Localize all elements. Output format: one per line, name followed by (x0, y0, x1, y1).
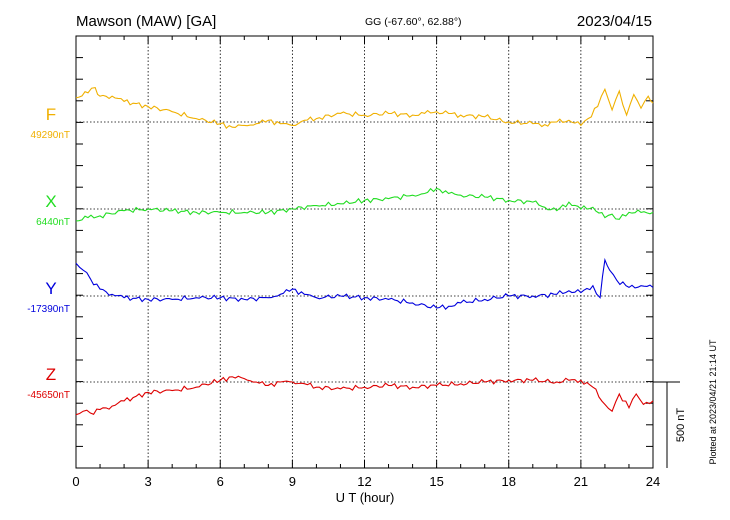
series-line-Z (75, 375, 654, 416)
x-tick-label: 12 (357, 474, 371, 489)
coordinates-label: GG (-67.60°, 62.88°) (365, 16, 462, 28)
x-tick-label: 15 (429, 474, 443, 489)
plot-timestamp-note: Plotted at 2023/04/21 21:14 UT (708, 339, 718, 465)
series-baseline-F: 49290nT (31, 130, 70, 141)
x-tick-label: 6 (217, 474, 224, 489)
x-tick-label: 21 (574, 474, 588, 489)
axis-ticks (75, 36, 654, 468)
series-baseline-Z: -45650nT (27, 390, 70, 401)
x-tick-label: 18 (502, 474, 516, 489)
x-tick-label: 3 (145, 474, 152, 489)
series-line-Y (75, 257, 654, 311)
series-name-F: F (46, 105, 56, 124)
x-tick-labels: 0 3 6 9 12 15 18 21 24 (72, 474, 660, 489)
x-axis-title: U T (hour) (336, 490, 395, 505)
series-line-X (75, 187, 654, 222)
x-tick-label: 0 (72, 474, 79, 489)
series-name-Z: Z (46, 365, 56, 384)
series-labels: F 49290nT X 6440nT Y -17390nT Z -45650nT (27, 105, 70, 401)
series-baseline-X: 6440nT (36, 217, 70, 228)
series-baseline-Y: -17390nT (27, 304, 70, 315)
grid-lines (76, 36, 653, 468)
plot-frame (75, 35, 654, 469)
x-tick-label: 9 (289, 474, 296, 489)
series-group (75, 86, 654, 416)
station-title: Mawson (MAW) [GA] (76, 13, 216, 30)
scale-bar-label: 500 nT (675, 408, 687, 443)
series-name-X: X (45, 192, 56, 211)
date-label: 2023/04/15 (577, 13, 652, 30)
series-name-Y: Y (45, 279, 56, 298)
series-line-F (75, 86, 654, 129)
scale-bar: 500 nT (653, 381, 687, 468)
x-tick-label: 24 (646, 474, 660, 489)
